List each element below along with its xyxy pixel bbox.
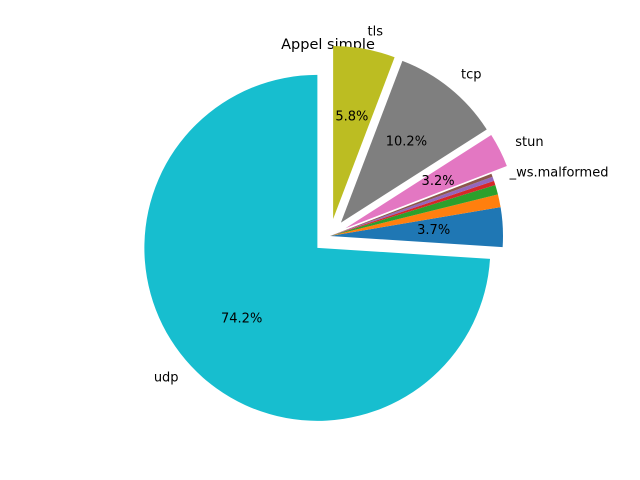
slice-percent-label: 3.2% [422,174,455,189]
slice-label: tcp [461,67,482,82]
pie-slice-item-1 [330,207,503,248]
slice-percent-label: 74.2% [221,311,262,326]
pie-labels: udp 74.2% 3.7% _ws.malformed stun 3.2% tcp 10.2… [154,24,609,385]
slice-label: udp [154,371,179,386]
pie-slice-item-3 [330,185,498,236]
slice-label: _ws.malformed [509,166,609,181]
pie-slice-tls [333,45,395,219]
pie-slice-ws-malformed [330,176,494,236]
pie-slice-udp [144,74,491,421]
pie-slices [144,45,507,421]
slice-percent-label: 10.2% [386,135,427,150]
slice-label: stun [515,135,543,150]
pie-slice-item-6 [330,173,493,236]
pie-slice-stun [345,135,507,229]
pie-slice-item-4 [330,180,496,236]
slice-percent-label: 3.7% [417,223,450,238]
slice-label: tls [368,24,384,39]
pie-slice-tcp [340,60,487,223]
pie-slice-item-2 [330,194,501,236]
slice-percent-label: 5.8% [335,109,368,124]
